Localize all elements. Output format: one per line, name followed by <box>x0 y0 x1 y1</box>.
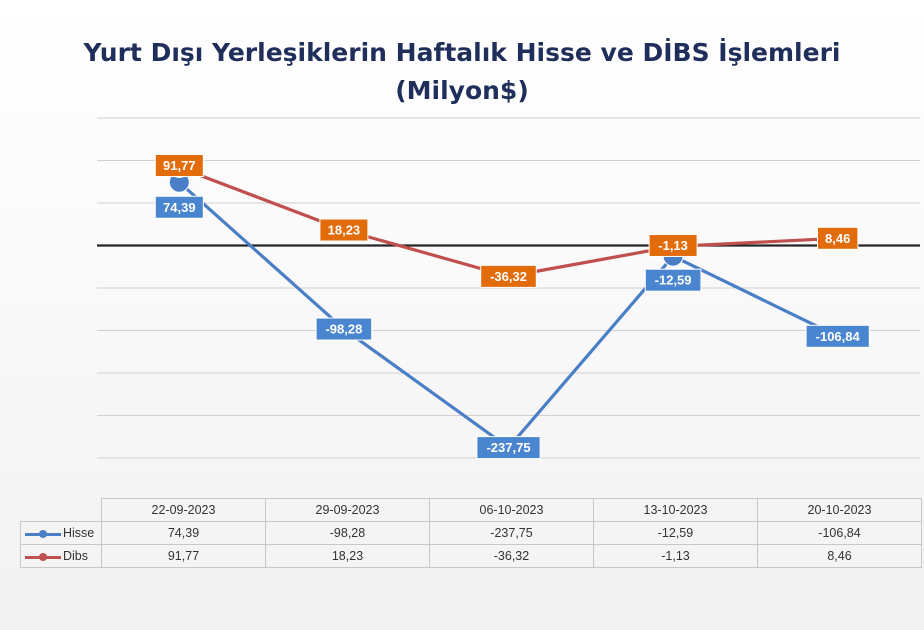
legend-dibs: Dibs <box>20 544 102 568</box>
data-label-box <box>480 264 537 288</box>
series-line-hisse <box>178 181 839 450</box>
category-header: 06-10-2023 <box>429 498 594 522</box>
category-header: 22-09-2023 <box>101 498 266 522</box>
data-table: 22-09-2023 29-09-2023 06-10-2023 13-10-2… <box>20 498 922 568</box>
data-label-box <box>154 195 204 219</box>
legend-key-dibs <box>25 552 61 562</box>
legend-key-hisse <box>25 529 61 539</box>
table-cell: 8,46 <box>757 544 922 568</box>
data-label-box <box>319 218 369 242</box>
data-label-box <box>315 317 373 341</box>
data-label: -237,75 <box>486 440 530 455</box>
chart-title: Yurt Dışı Yerleşiklerin Haftalık Hisse v… <box>0 34 924 110</box>
data-label-box <box>476 436 541 460</box>
table-cell: -1,13 <box>593 544 758 568</box>
data-label-box <box>648 233 698 257</box>
line-chart: 74,39 -98,28 -237,75 -12,59 -106,84 91,77 18,2… <box>97 117 920 460</box>
table-cell: -36,32 <box>429 544 594 568</box>
table-cell: 74,39 <box>101 521 266 545</box>
data-label: -106,84 <box>816 329 861 344</box>
data-label: 91,77 <box>163 158 196 173</box>
data-label-box <box>154 153 204 177</box>
table-cell: -106,84 <box>757 521 922 545</box>
series-line-dibs <box>178 165 838 278</box>
title-line-1: Yurt Dışı Yerleşiklerin Haftalık Hisse v… <box>83 38 841 67</box>
table-cell: 18,23 <box>265 544 430 568</box>
data-label-box <box>817 226 859 250</box>
table-cell: -12,59 <box>593 521 758 545</box>
series-name: Dibs <box>63 549 89 563</box>
data-label: -98,28 <box>325 322 362 337</box>
table-cell: -237,75 <box>429 521 594 545</box>
legend-hisse: Hisse <box>20 521 102 545</box>
table-row-dibs: Dibs 91,77 18,23 -36,32 -1,13 8,46 <box>20 544 922 568</box>
table-cell: -98,28 <box>265 521 430 545</box>
category-header: 20-10-2023 <box>757 498 922 522</box>
data-label: -36,32 <box>490 269 527 284</box>
series-name: Hisse <box>63 526 95 540</box>
data-label: 18,23 <box>328 223 361 238</box>
data-label: -12,59 <box>655 273 692 288</box>
table-row-hisse: Hisse 74,39 -98,28 -237,75 -12,59 -106,8… <box>20 521 922 545</box>
title-line-2: (Milyon$) <box>395 76 529 105</box>
category-header: 29-09-2023 <box>265 498 430 522</box>
data-label: 74,39 <box>163 200 196 215</box>
data-label: 8,46 <box>825 231 850 246</box>
table-cell: 91,77 <box>101 544 266 568</box>
data-label: -1,13 <box>658 238 688 253</box>
table-corner <box>20 498 102 522</box>
category-header: 13-10-2023 <box>593 498 758 522</box>
data-label-box <box>644 268 702 292</box>
data-label-box <box>805 324 870 348</box>
